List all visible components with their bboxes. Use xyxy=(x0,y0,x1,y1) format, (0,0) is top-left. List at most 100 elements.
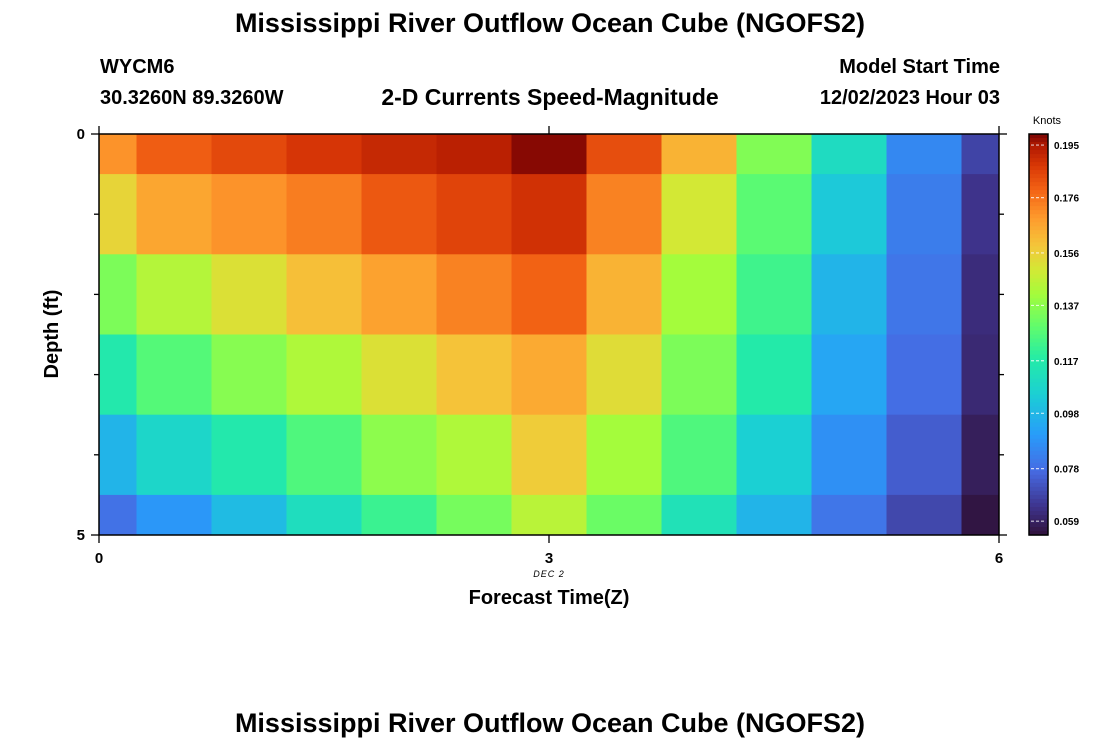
heatmap-cell xyxy=(136,134,212,175)
colorbar-segment xyxy=(1029,378,1048,384)
colorbar-segment xyxy=(1029,306,1048,312)
colorbar-segment xyxy=(1029,294,1048,300)
colorbar-segment xyxy=(1029,390,1048,396)
colorbar-segment xyxy=(1029,302,1048,308)
colorbar-tick-label: 0.059 xyxy=(1054,517,1079,528)
heatmap-cell xyxy=(961,254,1000,335)
colorbar-tick-label: 0.195 xyxy=(1054,141,1079,152)
colorbar-tick-label: 0.137 xyxy=(1054,301,1079,312)
colorbar-segment xyxy=(1029,478,1048,484)
heatmap-cell xyxy=(811,414,887,496)
heatmap-cell xyxy=(99,254,137,335)
heatmap-cell xyxy=(811,134,887,175)
colorbar-segment xyxy=(1029,194,1048,199)
heatmap-cell xyxy=(886,334,962,416)
colorbar-segment xyxy=(1029,234,1048,239)
colorbar-segment xyxy=(1029,206,1048,211)
heatmap-cell xyxy=(211,494,287,536)
colorbar-segment xyxy=(1029,362,1048,368)
colorbar-segment xyxy=(1029,190,1048,195)
heatmap-cell xyxy=(511,334,587,416)
colorbar-tick-label: 0.078 xyxy=(1054,465,1079,476)
heatmap-cell xyxy=(661,414,737,496)
colorbar-segment xyxy=(1029,266,1048,271)
colorbar-segment xyxy=(1029,450,1048,456)
heatmap-cell xyxy=(436,414,512,496)
colorbar-segment xyxy=(1029,486,1048,492)
colorbar-segment xyxy=(1029,426,1048,432)
heatmap-cell xyxy=(286,134,362,175)
heatmap-cell xyxy=(886,254,962,335)
heatmap-cell xyxy=(286,254,362,335)
colorbar-segment xyxy=(1029,354,1048,360)
heatmap-cell xyxy=(886,494,962,536)
heatmap-cell xyxy=(661,494,737,536)
heatmap-cell xyxy=(211,134,287,175)
heatmap-cell xyxy=(361,414,437,496)
colorbar-segment xyxy=(1029,222,1048,227)
colorbar-tick-label: 0.117 xyxy=(1054,357,1079,368)
colorbar-segment xyxy=(1029,230,1048,235)
colorbar-segment xyxy=(1029,178,1048,183)
heatmap-cell xyxy=(136,494,212,536)
colorbar-segment xyxy=(1029,402,1048,408)
colorbar-segment xyxy=(1029,442,1048,448)
colorbar-segment xyxy=(1029,210,1048,215)
heatmap-cell xyxy=(286,494,362,536)
colorbar-tick-label: 0.176 xyxy=(1054,194,1079,205)
colorbar-segment xyxy=(1029,274,1048,279)
colorbar-segment xyxy=(1029,310,1048,316)
colorbar-segment xyxy=(1029,258,1048,263)
colorbar-segment xyxy=(1029,510,1048,516)
colorbar-segment xyxy=(1029,470,1048,476)
station-id: WYCM6 xyxy=(100,56,175,78)
colorbar-segment xyxy=(1029,198,1048,203)
colorbar-segment xyxy=(1029,214,1048,219)
heatmap-cell xyxy=(961,494,1000,536)
colorbar-segment xyxy=(1029,170,1048,175)
colorbar-segment xyxy=(1029,530,1048,536)
colorbar-tick-label: 0.098 xyxy=(1054,409,1079,420)
heatmap-cell xyxy=(661,334,737,416)
heatmap-cell xyxy=(99,414,137,496)
heatmap-cell xyxy=(211,254,287,335)
station-coords: 30.3260N 89.3260W xyxy=(100,87,284,109)
heatmap-cell xyxy=(886,414,962,496)
heatmap-cell xyxy=(211,334,287,416)
colorbar-segment xyxy=(1029,322,1048,328)
colorbar-segment xyxy=(1029,522,1048,528)
heatmap-cell xyxy=(886,174,962,255)
colorbar-segment xyxy=(1029,162,1048,167)
heatmap-cell xyxy=(361,174,437,255)
colorbar-segment xyxy=(1029,330,1048,336)
heatmap-cell xyxy=(286,174,362,255)
heatmap-cell xyxy=(736,334,812,416)
x-axis-label: Forecast Time(Z) xyxy=(469,587,630,609)
heatmap-cell xyxy=(586,494,662,536)
colorbar-segment xyxy=(1029,282,1048,287)
colorbar-segment xyxy=(1029,394,1048,400)
y-axis-label: Depth (ft) xyxy=(41,290,63,379)
colorbar-frame xyxy=(1028,133,1049,536)
heatmap-cell xyxy=(136,334,212,416)
heatmap-cell xyxy=(661,254,737,335)
colorbar-segment xyxy=(1029,290,1048,295)
heatmap-cell xyxy=(736,494,812,536)
colorbar-segment xyxy=(1029,506,1048,512)
colorbar-segment xyxy=(1029,474,1048,480)
colorbar-segment xyxy=(1029,406,1048,412)
x-tick-label: 3 xyxy=(545,550,553,567)
heatmap-cell xyxy=(586,254,662,335)
heatmap-cell xyxy=(136,174,212,255)
colorbar-segment xyxy=(1029,218,1048,223)
colorbar-segment xyxy=(1029,146,1048,151)
heatmap-cell xyxy=(736,414,812,496)
colorbar-segment xyxy=(1029,346,1048,352)
colorbar-segment xyxy=(1029,498,1048,504)
colorbar-segment xyxy=(1029,226,1048,231)
colorbar-segment xyxy=(1029,318,1048,324)
colorbar-segment xyxy=(1029,186,1048,191)
heatmap-cell xyxy=(99,134,137,175)
heatmap-cell xyxy=(511,494,587,536)
page-title: Mississippi River Outflow Ocean Cube (NG… xyxy=(234,8,866,38)
